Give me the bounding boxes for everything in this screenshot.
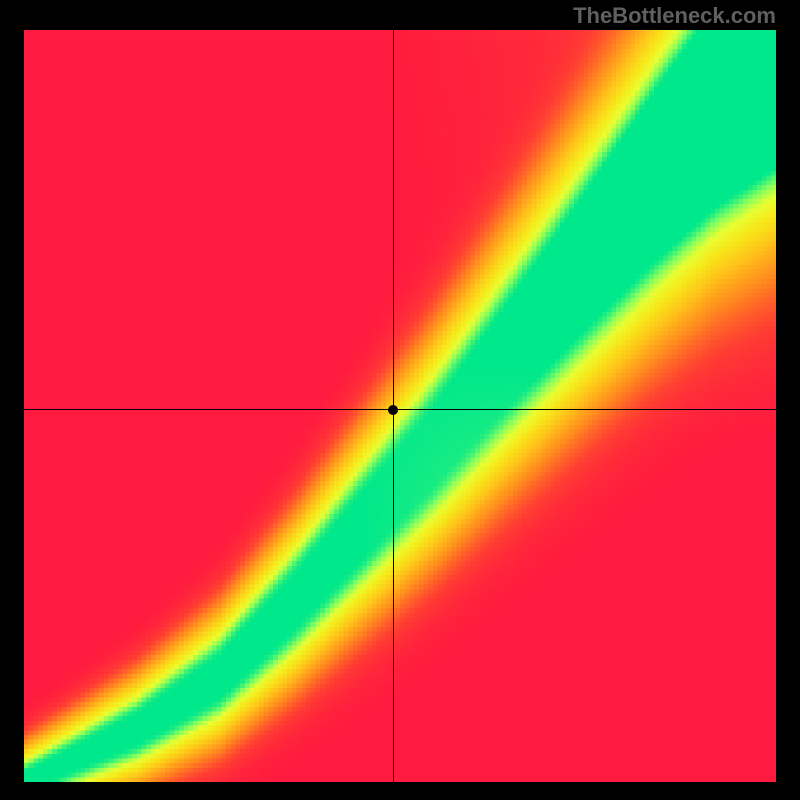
chart-root: { "source_label": "TheBottleneck.com", "… (0, 0, 800, 800)
selected-point (388, 405, 398, 415)
source-watermark: TheBottleneck.com (573, 3, 776, 29)
crosshair-horizontal (24, 409, 776, 410)
bottleneck-heatmap (24, 30, 776, 782)
